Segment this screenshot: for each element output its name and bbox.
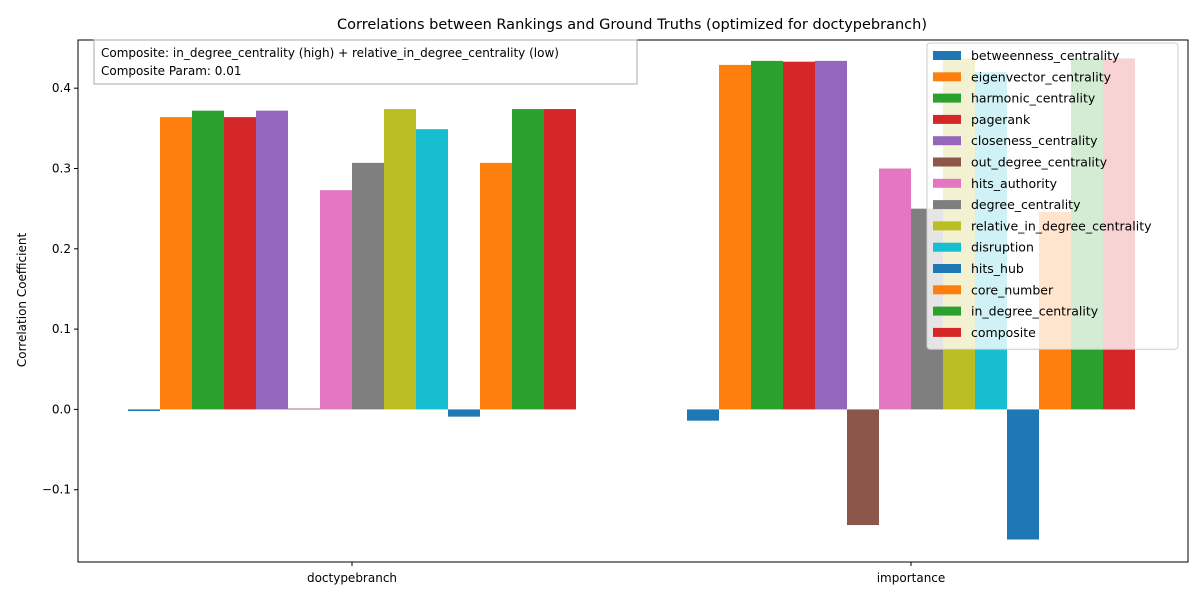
- y-tick-label: 0.3: [52, 161, 71, 175]
- x-tick-label: doctypebranch: [307, 571, 397, 585]
- chart-title: Correlations between Rankings and Ground…: [337, 17, 927, 33]
- legend-swatch-hits_authority: [933, 178, 961, 188]
- legend-swatch-eigenvector_centrality: [933, 72, 961, 82]
- bar-harmonic_centrality-doctypebranch: [192, 110, 224, 410]
- bar-in_degree_centrality-doctypebranch: [512, 109, 544, 410]
- legend-swatch-composite: [933, 327, 961, 337]
- legend-label-harmonic_centrality: harmonic_centrality: [971, 91, 1096, 106]
- legend-label-pagerank: pagerank: [971, 112, 1031, 127]
- bar-disruption-doctypebranch: [416, 129, 448, 410]
- bar-betweenness_centrality-importance: [687, 409, 719, 421]
- legend-label-degree_centrality: degree_centrality: [971, 197, 1081, 212]
- legend-swatch-harmonic_centrality: [933, 93, 961, 103]
- bar-betweenness_centrality-doctypebranch: [128, 409, 160, 412]
- legend-label-in_degree_centrality: in_degree_centrality: [971, 304, 1099, 319]
- legend-label-relative_in_degree_centrality: relative_in_degree_centrality: [971, 218, 1152, 233]
- bar-relative_in_degree_centrality-doctypebranch: [384, 109, 416, 410]
- legend-swatch-relative_in_degree_centrality: [933, 221, 961, 231]
- bar-core_number-doctypebranch: [480, 162, 512, 410]
- bar-closeness_centrality-importance: [815, 60, 847, 410]
- legend-swatch-closeness_centrality: [933, 136, 961, 146]
- bar-hits_authority-importance: [879, 168, 911, 410]
- legend-swatch-out_degree_centrality: [933, 157, 961, 167]
- legend-swatch-core_number: [933, 285, 961, 295]
- legend-label-hits_hub: hits_hub: [971, 261, 1024, 276]
- x-tick-label: importance: [877, 571, 946, 585]
- bar-hits_hub-doctypebranch: [448, 409, 480, 417]
- legend-label-closeness_centrality: closeness_centrality: [971, 133, 1098, 148]
- y-axis-label: Correlation Coefficient: [15, 233, 29, 368]
- legend: betweenness_centrality eigenvector_centra…: [926, 42, 1179, 350]
- legend-swatch-betweenness_centrality: [933, 51, 961, 60]
- bar-harmonic_centrality-importance: [751, 60, 783, 410]
- legend-label-betweenness_centrality: betweenness_centrality: [971, 48, 1120, 63]
- y-tick-label: 0.0: [52, 402, 71, 416]
- bar-degree_centrality-doctypebranch: [352, 162, 384, 410]
- legend-swatch-disruption: [933, 242, 961, 252]
- bar-out_degree_centrality-doctypebranch: [288, 408, 320, 410]
- legend-swatch-hits_hub: [933, 264, 961, 273]
- legend-swatch-degree_centrality: [933, 200, 961, 210]
- bar-out_degree_centrality-importance: [847, 409, 879, 526]
- legend-label-out_degree_centrality: out_degree_centrality: [971, 155, 1108, 170]
- bar-eigenvector_centrality-importance: [719, 64, 751, 410]
- bar-composite-doctypebranch: [544, 109, 576, 410]
- bar-pagerank-importance: [783, 61, 815, 410]
- annotation-box: Composite: in_degree_centrality (high) +…: [93, 39, 638, 85]
- y-tick-label: 0.4: [52, 81, 71, 95]
- bar-closeness_centrality-doctypebranch: [256, 110, 288, 410]
- legend-label-core_number: core_number: [971, 282, 1054, 297]
- legend-box: [926, 42, 1179, 350]
- annotation-line-2: Composite Param: 0.01: [101, 64, 241, 78]
- axes-group: −0.1 0.0 0.1 0.2 0.3 0.4 doctypebranch importan…: [42, 39, 1189, 585]
- bars-group: [128, 58, 1135, 540]
- legend-label-composite: composite: [971, 325, 1036, 340]
- bar-hits_authority-doctypebranch: [320, 190, 352, 410]
- legend-label-hits_authority: hits_authority: [971, 176, 1058, 191]
- y-tick-label: −0.1: [42, 483, 71, 497]
- y-tick-label: 0.1: [52, 322, 71, 336]
- y-tick-label: 0.2: [52, 242, 71, 256]
- bar-eigenvector_centrality-doctypebranch: [160, 117, 192, 410]
- bar-hits_hub-importance: [1007, 409, 1039, 540]
- annotation-line-1: Composite: in_degree_centrality (high) +…: [101, 46, 559, 60]
- legend-label-eigenvector_centrality: eigenvector_centrality: [971, 69, 1112, 84]
- legend-swatch-pagerank: [933, 114, 961, 124]
- bar-pagerank-doctypebranch: [224, 117, 256, 410]
- legend-label-disruption: disruption: [971, 240, 1034, 255]
- legend-swatch-in_degree_centrality: [933, 306, 961, 316]
